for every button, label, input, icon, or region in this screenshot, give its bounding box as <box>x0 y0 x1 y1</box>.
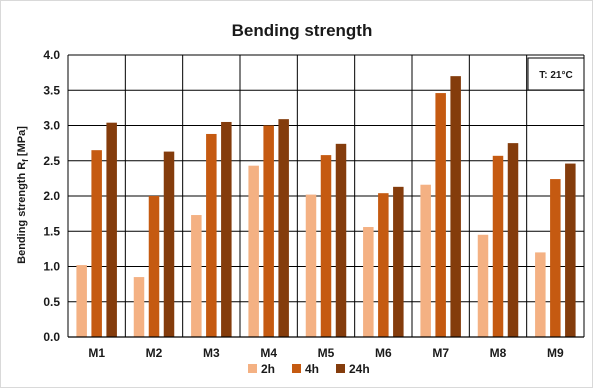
bar-m6-2h <box>363 227 374 337</box>
x-tick-label: M5 <box>318 346 335 360</box>
bar-m1-24h <box>106 122 117 338</box>
x-tick-label: M2 <box>146 346 163 360</box>
y-tick-label: 2.0 <box>43 189 60 203</box>
bars-layer <box>76 76 576 338</box>
legend-swatch-4h <box>292 364 301 373</box>
y-axis-label-main: Bending strength R <box>16 162 28 264</box>
y-tick-label: 0.5 <box>43 295 60 309</box>
bar-m7-24h <box>450 76 461 338</box>
bar-m1-4h <box>91 150 102 337</box>
legend-label-4h: 4h <box>305 362 319 376</box>
bar-m8-4h <box>492 155 504 337</box>
legend-label-2h: 2h <box>261 362 275 376</box>
annotation-box: T: 21°C <box>527 57 585 91</box>
bar-m4-2h <box>248 165 259 337</box>
y-tick-label: 4.0 <box>43 48 60 62</box>
bar-m8-24h <box>507 143 519 337</box>
x-tick-label: M9 <box>547 346 564 360</box>
legend-label-24h: 24h <box>349 362 370 376</box>
bar-m3-24h <box>221 121 232 337</box>
bar-m6-24h <box>393 186 404 337</box>
bar-m4-24h <box>278 119 289 337</box>
chart-title: Bending strength <box>232 21 373 40</box>
y-axis-label-subscript: f <box>21 159 30 162</box>
bar-m7-4h <box>435 93 446 337</box>
x-tick-label: M8 <box>490 346 507 360</box>
bar-m5-24h <box>335 143 347 337</box>
y-tick-label: 0.0 <box>43 330 60 344</box>
bar-m9-24h <box>565 163 576 337</box>
y-axis-label-unit: [MPa] <box>16 126 28 159</box>
bar-m3-2h <box>191 215 202 337</box>
x-tick-label: M4 <box>260 346 277 360</box>
bar-m2-2h <box>133 277 145 337</box>
x-tick-label: M3 <box>203 346 220 360</box>
legend: 2h 4h 24h <box>248 362 370 376</box>
bar-m1-2h <box>76 265 87 337</box>
x-tick-label: M1 <box>88 346 105 360</box>
bar-m7-2h <box>420 184 431 337</box>
bar-m9-2h <box>535 252 546 337</box>
y-tick-label: 3.0 <box>43 119 60 133</box>
legend-swatch-24h <box>336 364 345 373</box>
bar-m6-4h <box>378 193 389 337</box>
y-axis-label: Bending strength Rf [MPa] <box>16 126 30 264</box>
bar-m8-2h <box>477 234 489 337</box>
bar-m3-4h <box>206 133 217 337</box>
y-tick-label: 3.5 <box>43 83 60 97</box>
legend-swatch-2h <box>248 364 257 373</box>
y-tick-label: 2.5 <box>43 154 60 168</box>
bar-m2-4h <box>148 196 160 337</box>
bar-m9-4h <box>550 179 561 337</box>
x-tick-label: M6 <box>375 346 392 360</box>
annotation-text: T: 21°C <box>539 70 572 81</box>
y-tick-label: 1.5 <box>43 224 60 238</box>
annotation-box-frame <box>527 57 585 91</box>
bar-m5-4h <box>320 155 332 337</box>
bar-m5-2h <box>305 194 317 337</box>
x-tick-labels: M1 M2 M3 M4 M5 M6 M7 M8 M9 <box>88 346 564 360</box>
x-tick-label: M7 <box>432 346 449 360</box>
y-tick-labels: 0.0 0.5 1.0 1.5 2.0 2.5 3.0 3.5 4.0 <box>43 48 60 344</box>
y-tick-label: 1.0 <box>43 260 60 274</box>
bar-m2-24h <box>163 151 175 337</box>
bar-m4-4h <box>263 125 274 337</box>
